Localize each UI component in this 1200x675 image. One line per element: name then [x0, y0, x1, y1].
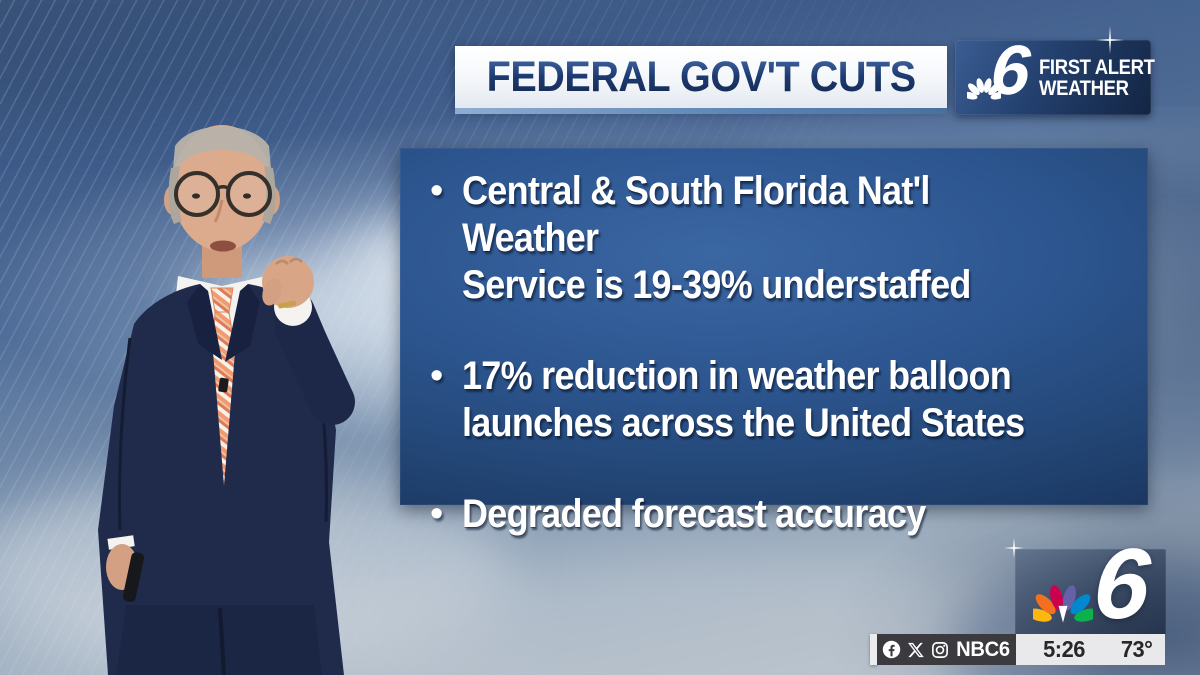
- headline-banner: FEDERAL GOV'T CUTS: [455, 46, 947, 114]
- first-alert-weather-logo: 6 FIRST ALERT WEATHER: [955, 31, 1155, 115]
- anchor-suit-jacket: [98, 284, 344, 675]
- brand-tagline-line1: FIRST ALERT: [1039, 55, 1155, 79]
- nbc6-brand-mark: 6: [965, 31, 1037, 115]
- brand-station-number: 6: [988, 31, 1033, 109]
- station-bug: 6: [1015, 528, 1166, 640]
- bullet-panel: • Central & South Florida Nat'l Weather …: [400, 148, 1148, 536]
- instagram-icon: [932, 641, 948, 658]
- x-icon: [907, 642, 924, 657]
- bullet-item-forecast-accuracy: • Degraded forecast accuracy: [430, 491, 1130, 538]
- social-handle: NBC6: [956, 637, 1010, 661]
- temperature: 73°: [1120, 636, 1153, 662]
- anchor-hair: [172, 126, 272, 180]
- bullet-text: Central & South Florida Nat'l Weather Se…: [462, 169, 971, 307]
- presentation-clicker: [122, 552, 145, 602]
- bullet-marker: •: [430, 170, 444, 212]
- bullet-marker: •: [430, 493, 444, 535]
- weather-anchor: [98, 125, 355, 675]
- anchor-mouth: [210, 240, 236, 252]
- anchor-raised-fist: [262, 256, 314, 309]
- bug-station-number: 6: [1090, 528, 1154, 640]
- headline-text: FEDERAL GOV'T CUTS: [486, 52, 916, 101]
- bullet-marker: •: [430, 355, 444, 397]
- bullet-text: Degraded forecast accuracy: [462, 492, 926, 536]
- bullet-text: 17% reduction in weather balloon launche…: [462, 354, 1025, 445]
- ticker-separator: [870, 634, 877, 665]
- nbc-peacock-color-icon: [1033, 585, 1093, 623]
- bullet-item-balloon-launches: • 17% reduction in weather balloon launc…: [430, 353, 1130, 447]
- lapel-microphone: [218, 377, 229, 393]
- social-bar: NBC6: [877, 634, 1016, 665]
- bullet-item-understaffed: • Central & South Florida Nat'l Weather …: [430, 168, 1130, 309]
- nbc-peacock-icon: [967, 78, 1001, 100]
- time-temp-bar: 5:26 73°: [1016, 634, 1165, 665]
- facebook-icon: [882, 640, 901, 659]
- wedding-ring: [278, 300, 297, 309]
- brand-tagline: FIRST ALERT WEATHER: [1039, 57, 1155, 99]
- brand-tagline-line2: WEATHER: [1039, 76, 1129, 100]
- clock-time: 5:26: [1043, 636, 1085, 662]
